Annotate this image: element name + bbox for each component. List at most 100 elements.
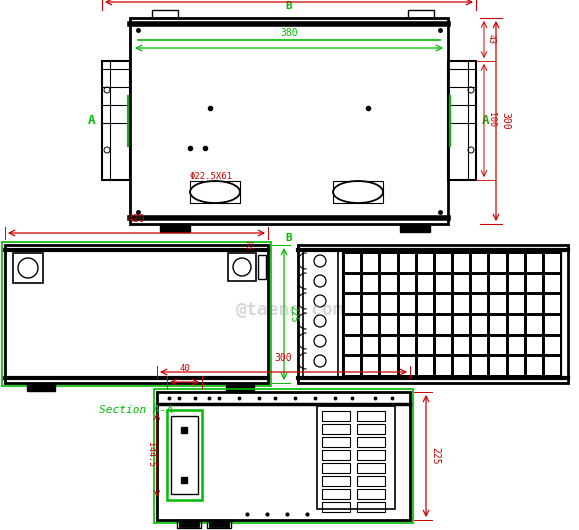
Bar bbox=[362, 315, 378, 334]
Bar bbox=[453, 335, 469, 355]
Bar bbox=[435, 356, 451, 375]
Bar bbox=[362, 294, 378, 313]
Bar bbox=[526, 253, 542, 272]
Bar bbox=[435, 273, 451, 293]
Text: 380: 380 bbox=[280, 28, 298, 38]
Bar bbox=[380, 315, 397, 334]
Bar bbox=[471, 315, 488, 334]
Text: A: A bbox=[88, 114, 96, 128]
Bar bbox=[2, 242, 271, 386]
Bar bbox=[258, 255, 266, 279]
Bar bbox=[453, 253, 469, 272]
Text: 300: 300 bbox=[500, 112, 510, 130]
Bar bbox=[380, 356, 397, 375]
Bar bbox=[130, 18, 448, 224]
Bar bbox=[380, 335, 397, 355]
Bar bbox=[435, 335, 451, 355]
Bar bbox=[508, 356, 523, 375]
Bar bbox=[157, 392, 410, 520]
Bar bbox=[322, 502, 350, 512]
Bar bbox=[544, 273, 560, 293]
Bar bbox=[27, 383, 55, 391]
Bar bbox=[526, 356, 542, 375]
Bar bbox=[209, 521, 229, 527]
Bar bbox=[322, 424, 350, 434]
Bar bbox=[526, 273, 542, 293]
Bar bbox=[322, 450, 350, 460]
Bar bbox=[177, 520, 201, 528]
Bar bbox=[417, 356, 433, 375]
Bar bbox=[226, 383, 254, 391]
Text: 100: 100 bbox=[487, 112, 496, 128]
Bar bbox=[448, 61, 476, 180]
Bar bbox=[435, 253, 451, 272]
Bar bbox=[489, 253, 505, 272]
Bar bbox=[544, 315, 560, 334]
Bar bbox=[489, 335, 505, 355]
Bar bbox=[417, 294, 433, 313]
Bar bbox=[380, 273, 397, 293]
Bar bbox=[526, 315, 542, 334]
Bar bbox=[417, 273, 433, 293]
Bar bbox=[398, 273, 415, 293]
Text: 225: 225 bbox=[288, 305, 298, 323]
Bar bbox=[152, 10, 178, 18]
Bar bbox=[453, 356, 469, 375]
Bar bbox=[398, 356, 415, 375]
Text: Section A-A: Section A-A bbox=[99, 405, 173, 415]
Bar bbox=[380, 253, 397, 272]
Bar bbox=[544, 253, 560, 272]
Text: @taeno.com: @taeno.com bbox=[236, 301, 345, 319]
Bar bbox=[322, 437, 350, 447]
Bar bbox=[544, 356, 560, 375]
Bar bbox=[357, 411, 385, 421]
Bar bbox=[489, 315, 505, 334]
Bar bbox=[322, 463, 350, 473]
Bar bbox=[408, 10, 434, 18]
Text: 22: 22 bbox=[245, 242, 255, 251]
Bar bbox=[453, 315, 469, 334]
Bar bbox=[453, 273, 469, 293]
Bar bbox=[13, 253, 43, 283]
Bar bbox=[398, 294, 415, 313]
Bar bbox=[357, 437, 385, 447]
Bar bbox=[333, 181, 383, 203]
Bar bbox=[489, 294, 505, 313]
Bar bbox=[171, 416, 198, 494]
Bar bbox=[508, 315, 523, 334]
Text: B: B bbox=[285, 1, 292, 11]
Bar bbox=[357, 450, 385, 460]
Bar bbox=[344, 315, 360, 334]
Bar bbox=[357, 476, 385, 486]
Bar bbox=[102, 61, 130, 180]
Bar bbox=[398, 335, 415, 355]
Bar bbox=[471, 294, 488, 313]
Bar bbox=[344, 335, 360, 355]
Bar bbox=[435, 315, 451, 334]
Bar bbox=[160, 224, 190, 232]
Text: Φ22.5X61: Φ22.5X61 bbox=[190, 172, 233, 181]
Bar bbox=[357, 463, 385, 473]
Bar bbox=[526, 294, 542, 313]
Bar bbox=[380, 294, 397, 313]
Text: 144.5: 144.5 bbox=[146, 443, 155, 467]
Text: 225: 225 bbox=[430, 447, 440, 465]
Bar bbox=[489, 273, 505, 293]
Bar bbox=[489, 356, 505, 375]
Bar bbox=[400, 224, 430, 232]
Bar bbox=[357, 489, 385, 499]
Bar bbox=[357, 502, 385, 512]
Bar bbox=[344, 273, 360, 293]
Bar bbox=[357, 424, 385, 434]
Text: B: B bbox=[285, 233, 292, 243]
Bar bbox=[508, 335, 523, 355]
Bar bbox=[344, 356, 360, 375]
Bar bbox=[417, 253, 433, 272]
Bar bbox=[179, 521, 199, 527]
Bar bbox=[508, 253, 523, 272]
Bar bbox=[471, 335, 488, 355]
Bar bbox=[207, 520, 231, 528]
Bar bbox=[344, 294, 360, 313]
Bar bbox=[298, 245, 568, 383]
Bar bbox=[417, 335, 433, 355]
